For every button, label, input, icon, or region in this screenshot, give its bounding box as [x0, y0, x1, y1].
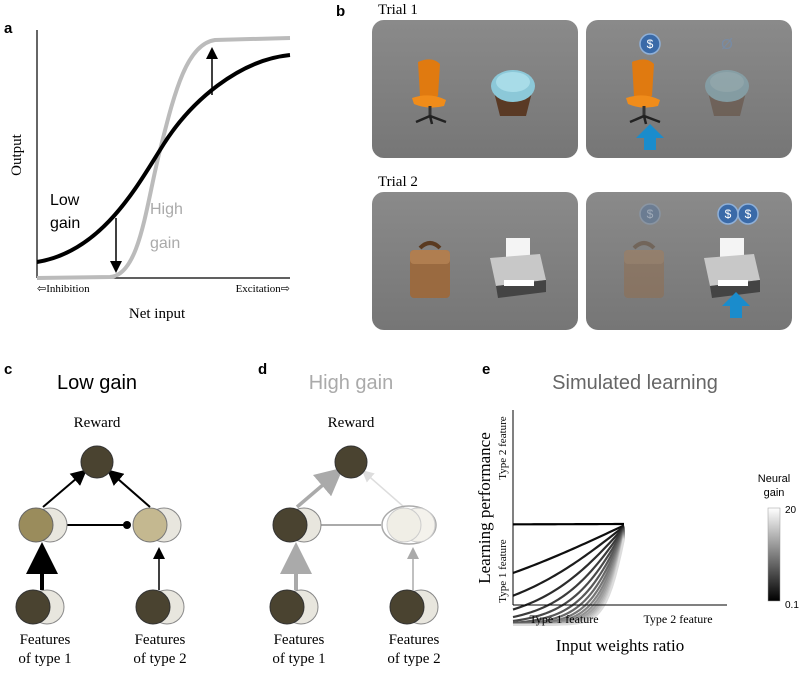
choice-arrow — [636, 124, 664, 150]
briefcase-icon — [410, 241, 450, 298]
node — [18, 507, 54, 543]
coin — [639, 33, 661, 55]
screen — [586, 20, 792, 158]
panel-b: b Trial 1 Trial 2 $ Ø $ $ $ — [336, 2, 792, 330]
node — [389, 589, 425, 625]
node-label: Features — [135, 632, 186, 648]
panel-a: a Output Low gain High gain ⇦Inhibition … — [4, 20, 291, 322]
curves — [512, 522, 626, 626]
node-label: Features — [389, 632, 440, 648]
coin-symbol: $ — [647, 37, 654, 51]
node-label: of type 2 — [387, 651, 440, 667]
coin-symbol: $ — [745, 207, 752, 221]
node-label: of type 1 — [18, 651, 71, 667]
node-label: of type 2 — [133, 651, 186, 667]
panel-title: Simulated learning — [552, 372, 718, 394]
edge — [295, 467, 344, 509]
low-gain-curve — [36, 53, 291, 264]
y-tick-label: Type 1 feature — [497, 539, 509, 602]
coin-symbol: $ — [725, 207, 732, 221]
x-label: Net input — [129, 306, 186, 322]
edge — [361, 470, 405, 508]
printer-icon — [490, 238, 546, 298]
edge-end — [123, 521, 131, 529]
trial-label: Trial 2 — [378, 174, 418, 190]
panel-d: d High gain Reward Features of type 1 Fe… — [258, 361, 441, 667]
panel-label: d — [258, 361, 267, 378]
chair-icon — [412, 59, 447, 125]
node — [132, 507, 168, 543]
edge — [106, 469, 151, 508]
briefcase-icon — [622, 241, 666, 300]
learning-curve — [512, 527, 625, 619]
panel-e: e Simulated learning Learning performanc… — [475, 361, 799, 655]
x-tick-label: Type 1 feature — [529, 612, 598, 626]
curve-label: Low — [50, 192, 80, 209]
node-label: Features — [20, 632, 71, 648]
colorbar-title: Neural — [758, 473, 790, 485]
node-label: of type 1 — [272, 651, 325, 667]
panel-title: Low gain — [57, 372, 137, 394]
screen — [372, 20, 578, 158]
panel-label: e — [482, 361, 490, 378]
coin-symbol: $ — [647, 207, 654, 221]
panel-label: b — [336, 3, 345, 20]
panel-label: c — [4, 361, 12, 378]
node — [272, 507, 308, 543]
node-group — [381, 505, 437, 545]
learning-curve — [512, 524, 625, 575]
coin — [737, 203, 759, 225]
panel-title: High gain — [309, 372, 394, 394]
learning-curve — [512, 525, 625, 597]
learning-curve — [512, 528, 625, 623]
reward-node — [334, 445, 368, 479]
panel-label: a — [4, 20, 13, 37]
panel-c: c Low gain Reward Features of type 1 Fea… — [4, 361, 187, 667]
screen — [372, 192, 578, 330]
x-tick-label: Type 2 feature — [643, 612, 712, 626]
node — [269, 589, 305, 625]
curve-label: gain — [150, 235, 180, 252]
axis-end-label: ⇦Inhibition — [37, 283, 90, 295]
node — [15, 589, 51, 625]
learning-curve — [512, 529, 625, 625]
colorbar-label: 20 — [785, 505, 797, 516]
node-label: Reward — [74, 415, 121, 431]
colorbar-label: 0.1 — [785, 600, 799, 611]
coin — [639, 203, 661, 225]
x-label: Input weights ratio — [556, 636, 684, 655]
node — [135, 589, 171, 625]
curve-label: gain — [50, 215, 80, 232]
cupcake-icon — [491, 70, 535, 116]
colorbar — [767, 507, 781, 602]
learning-curve — [512, 526, 625, 611]
axis-end-label: Excitation⇨ — [236, 283, 290, 295]
node-label: Features — [274, 632, 325, 648]
choice-arrow — [722, 292, 750, 318]
learning-curve — [512, 538, 626, 626]
y-label: Output — [9, 133, 25, 176]
y-label: Learning performance — [475, 432, 494, 584]
colorbar-title: gain — [764, 487, 785, 499]
y-tick-label: Type 2 feature — [497, 416, 509, 479]
screen — [586, 192, 792, 330]
reward-node — [80, 445, 114, 479]
curve-label: High — [150, 201, 183, 218]
no-coin-symbol: Ø — [721, 36, 733, 53]
node — [386, 507, 422, 543]
node-label: Reward — [328, 415, 375, 431]
trial-label: Trial 1 — [378, 2, 418, 18]
edge — [42, 469, 88, 508]
